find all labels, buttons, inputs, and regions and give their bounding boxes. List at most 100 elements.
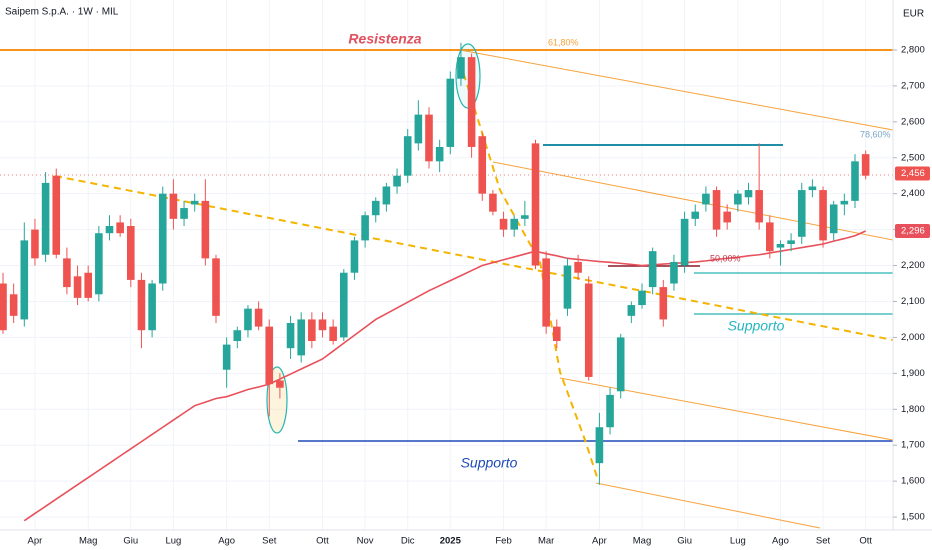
candle-body — [276, 380, 284, 388]
candle-body — [861, 154, 870, 176]
x-tick-label: Mag — [633, 536, 651, 547]
candle-body — [755, 190, 763, 223]
candle-body — [127, 226, 135, 280]
candle-body — [52, 175, 61, 255]
y-tick-label: 2,700 — [901, 80, 925, 91]
y-tick-label: 1,600 — [901, 476, 925, 487]
candle-body — [489, 193, 497, 212]
price-label-box — [895, 166, 930, 181]
candle-body — [553, 326, 561, 341]
candle-body — [286, 323, 295, 349]
candle-body — [840, 200, 849, 205]
candle-body — [371, 200, 380, 216]
x-tick-label: Giu — [677, 536, 692, 547]
candle-body — [403, 136, 412, 176]
y-tick-label: 2,500 — [901, 152, 925, 163]
trend-line — [54, 175, 894, 341]
candle-body — [808, 186, 817, 191]
candle-body — [457, 57, 465, 79]
candle-body — [340, 272, 348, 338]
candle-body — [190, 200, 199, 205]
candle-body — [137, 279, 146, 331]
annotation: Supporto — [728, 318, 785, 334]
candle-body — [425, 114, 433, 162]
candle-body — [829, 204, 838, 234]
x-tick-label: Ott — [316, 536, 329, 547]
candle-body — [414, 114, 423, 144]
candle-body — [95, 233, 103, 295]
x-tick-label: Set — [816, 536, 831, 547]
y-tick-label: 2,100 — [901, 296, 925, 307]
annotation: 61,80% — [548, 37, 579, 47]
channel-line — [559, 377, 894, 441]
candle-body — [116, 222, 124, 234]
candle-body — [446, 78, 455, 147]
candle-body — [148, 283, 156, 331]
candle-body — [20, 240, 29, 320]
candle-body — [265, 326, 274, 385]
candle-body — [797, 190, 806, 237]
candle-body — [510, 218, 518, 230]
candle-body — [627, 305, 636, 316]
y-tick-label: 2,800 — [901, 44, 925, 55]
candle-body — [180, 208, 188, 219]
wave-line — [459, 61, 599, 481]
candle-body — [105, 226, 114, 234]
candle-body — [297, 319, 305, 356]
channel-line — [595, 482, 821, 529]
candle-body — [616, 337, 625, 392]
price-label: 2,456 — [901, 168, 925, 179]
candle-body — [84, 272, 92, 298]
candle-body — [478, 136, 487, 194]
annotation: Supporto — [461, 455, 518, 471]
x-tick-label: Set — [262, 536, 277, 547]
y-tick-label: 1,800 — [901, 404, 925, 415]
candle-body — [670, 261, 678, 284]
candle-body — [776, 243, 785, 248]
y-tick-label: 1,900 — [901, 368, 925, 379]
x-tick-label: Dic — [401, 536, 415, 547]
x-tick-label: Nov — [357, 536, 374, 547]
y-tick-label: 2,000 — [901, 332, 925, 343]
candle-body — [329, 326, 337, 341]
annotation: Resistenza — [348, 31, 421, 47]
candle-body — [244, 308, 252, 331]
candle-body — [9, 294, 18, 316]
candle-body — [467, 57, 476, 147]
candle-body — [435, 146, 444, 162]
candle-body — [0, 283, 7, 331]
candle-body — [361, 215, 369, 241]
x-tick-label: Mar — [538, 536, 554, 547]
candle-body — [584, 283, 593, 377]
candle-body — [723, 211, 731, 223]
candle-body — [851, 161, 859, 201]
candle-body — [574, 261, 582, 273]
moving-average — [23, 230, 866, 522]
candle-body — [318, 319, 327, 331]
y-tick-label: 2,200 — [901, 260, 925, 271]
candle-body — [702, 193, 710, 205]
candle-body — [308, 319, 316, 341]
annotation: 78,60% — [860, 129, 891, 139]
candle-body — [212, 258, 220, 316]
price-label: 2,296 — [901, 226, 925, 237]
y-tick-label: 2,600 — [901, 116, 925, 127]
y-tick-label: 1,500 — [901, 512, 925, 523]
x-tick-label: Ago — [772, 536, 789, 547]
x-tick-label: 2025 — [440, 536, 462, 547]
candle-body — [521, 215, 529, 219]
x-tick-label: Mag — [79, 536, 97, 547]
candle-body — [712, 190, 721, 230]
price-label-box — [895, 224, 930, 239]
candle-body — [63, 258, 71, 288]
candle-body — [531, 143, 540, 266]
candle-body — [638, 290, 646, 306]
candle-body — [595, 427, 604, 464]
channel-line — [459, 49, 894, 131]
annotation: 50,00% — [710, 253, 741, 263]
y-tick-label: 1,700 — [901, 440, 925, 451]
x-tick-label: Lug — [165, 536, 181, 547]
candle-body — [350, 240, 359, 273]
candle-body — [393, 175, 401, 187]
candle-body — [659, 287, 668, 320]
